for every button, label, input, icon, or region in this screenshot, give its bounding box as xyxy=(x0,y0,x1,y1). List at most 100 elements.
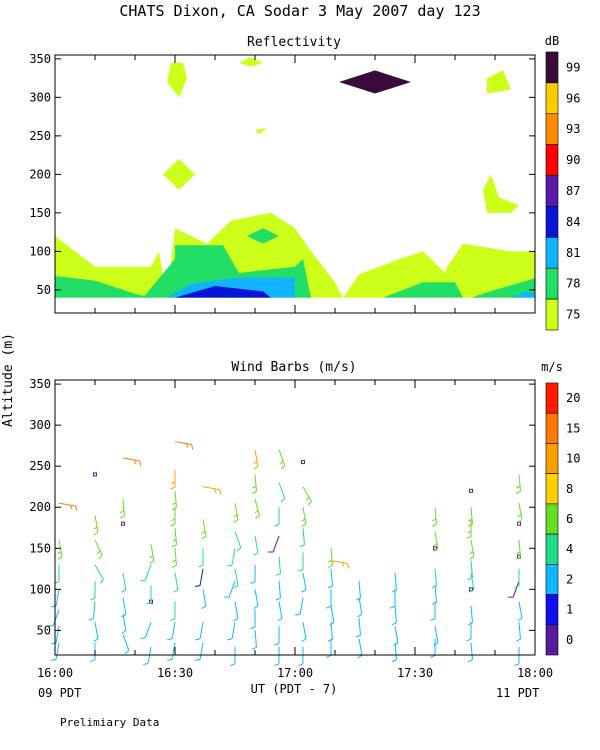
reflectivity-region xyxy=(487,70,511,94)
wind-barb xyxy=(470,572,475,590)
wind-barb xyxy=(434,531,439,549)
wind-axes: 50 100 150 200 250 300 350 xyxy=(29,377,536,656)
wind-barb xyxy=(234,601,239,619)
wind-barb xyxy=(55,589,60,607)
wind-barb-feather xyxy=(355,634,361,638)
wind-colorbar-swatch xyxy=(545,473,559,505)
wind-barb xyxy=(470,642,473,660)
wind-barb xyxy=(171,642,176,660)
wind-ytick-label: 200 xyxy=(29,500,51,514)
wind-barb-feather xyxy=(433,543,438,547)
wind-barb-feather xyxy=(432,518,437,522)
wind-colorbar-label: 8 xyxy=(566,482,573,496)
wind-barb xyxy=(174,572,179,590)
reflectivity-colorbar-swatch xyxy=(545,298,559,331)
wind-calm-marker xyxy=(121,521,125,526)
wind-barb-feather xyxy=(253,552,259,556)
wind-barb xyxy=(358,597,363,615)
wind-barb xyxy=(302,527,305,545)
reflectivity-region xyxy=(55,276,151,298)
wind-barb-feather xyxy=(121,630,127,634)
wind-barb xyxy=(202,486,220,491)
wind-barb-feather xyxy=(93,638,99,642)
wind-barb xyxy=(94,539,103,556)
x-tick-label: 18:00 xyxy=(517,666,553,680)
wind-barb xyxy=(58,502,76,507)
wind-barb xyxy=(93,601,96,619)
wind-barb-feather xyxy=(298,663,304,667)
x-tick-labels: 16:00 16:30 17:00 17:30 18:00 xyxy=(37,666,553,680)
wind-barb-feather xyxy=(119,515,125,519)
reflectivity-region xyxy=(167,62,187,98)
wind-barb xyxy=(122,613,127,631)
wind-barb-feather xyxy=(326,605,332,609)
wind-barb-feather xyxy=(357,613,363,618)
wind-barb-feather xyxy=(326,655,332,658)
reflectivity-ytick-label: 300 xyxy=(29,90,51,104)
wind-barb xyxy=(272,535,280,553)
wind-ytick-label: 50 xyxy=(37,623,51,637)
wind-barb-feather xyxy=(99,579,104,584)
reflectivity-colorbar: 99 96 93 90 87 84 81 78 75 xyxy=(545,51,580,331)
wind-barb-feather xyxy=(255,515,260,519)
wind-barb-feather xyxy=(391,659,397,663)
wind-barb-feather xyxy=(149,555,154,559)
wind-barb-feather xyxy=(467,622,473,626)
wind-colorbar-label: 4 xyxy=(566,542,573,556)
wind-barb-feather xyxy=(233,585,239,589)
wind-colorbar-swatch xyxy=(545,503,559,535)
wind-barb-feather xyxy=(121,613,127,618)
wind-barb xyxy=(470,605,473,623)
reflectivity-region xyxy=(247,228,279,244)
wind-barb-feather xyxy=(301,523,307,527)
wind-barb xyxy=(94,564,104,580)
wind-barb-feather xyxy=(390,605,396,609)
wind-barb-feather xyxy=(171,481,176,485)
wind-barb-feather xyxy=(93,526,98,530)
reflectivity-title: Reflectivity xyxy=(247,35,341,50)
wind-barb xyxy=(434,507,437,525)
wind-colorbar-label: 20 xyxy=(566,391,580,405)
wind-barb-feather xyxy=(253,461,258,464)
wind-barb-feather xyxy=(75,505,78,512)
wind-barb xyxy=(122,597,127,615)
wind-barb-feather xyxy=(139,460,142,466)
wind-frame xyxy=(54,379,536,656)
reflectivity-colorbar-label: 96 xyxy=(566,91,580,105)
wind-barb xyxy=(330,605,335,623)
wind-barb xyxy=(199,642,204,660)
wind-barb xyxy=(278,601,283,619)
wind-barb xyxy=(518,503,523,520)
wind-barb-feather xyxy=(170,486,176,490)
wind-barb-feather xyxy=(329,622,335,626)
wind-barb-feather xyxy=(233,519,239,523)
wind-barb xyxy=(254,630,257,648)
wind-barb-feather xyxy=(57,556,63,560)
reflectivity-region xyxy=(439,243,535,298)
wind-calm-marker xyxy=(93,472,97,477)
wind-barb-feather xyxy=(171,507,177,511)
x-axis-label: UT (PDT - 7) xyxy=(251,682,338,696)
wind-barb xyxy=(358,618,361,636)
reflectivity-panel: Reflectivity 50 100 150 200 250 300 350 99 96 93… xyxy=(29,34,580,331)
wind-colorbar-swatch xyxy=(545,382,559,414)
wind-barb-feather xyxy=(250,581,256,584)
wind-barb xyxy=(144,621,152,639)
x-tick-label: 17:30 xyxy=(397,666,433,680)
figure-title: CHATS Dixon, CA Sodar 3 May 2007 day 123 xyxy=(119,2,480,20)
wind-colorbar-label: 1 xyxy=(566,603,573,617)
wind-barb xyxy=(254,449,259,467)
wind-barb-feather xyxy=(514,663,520,667)
wind-barb xyxy=(394,626,399,644)
wind-barb-feather xyxy=(251,490,257,494)
wind-barb-feather xyxy=(233,617,239,622)
wind-barb xyxy=(434,585,437,603)
wind-barb-feather xyxy=(171,544,177,548)
wind-ytick-label: 100 xyxy=(29,582,51,596)
wind-barb-feather xyxy=(327,564,333,568)
x-tick-label: 17:00 xyxy=(277,666,313,680)
wind-barb xyxy=(330,548,333,566)
wind-barb-feather xyxy=(280,498,286,503)
wind-barb-feather xyxy=(431,601,437,605)
